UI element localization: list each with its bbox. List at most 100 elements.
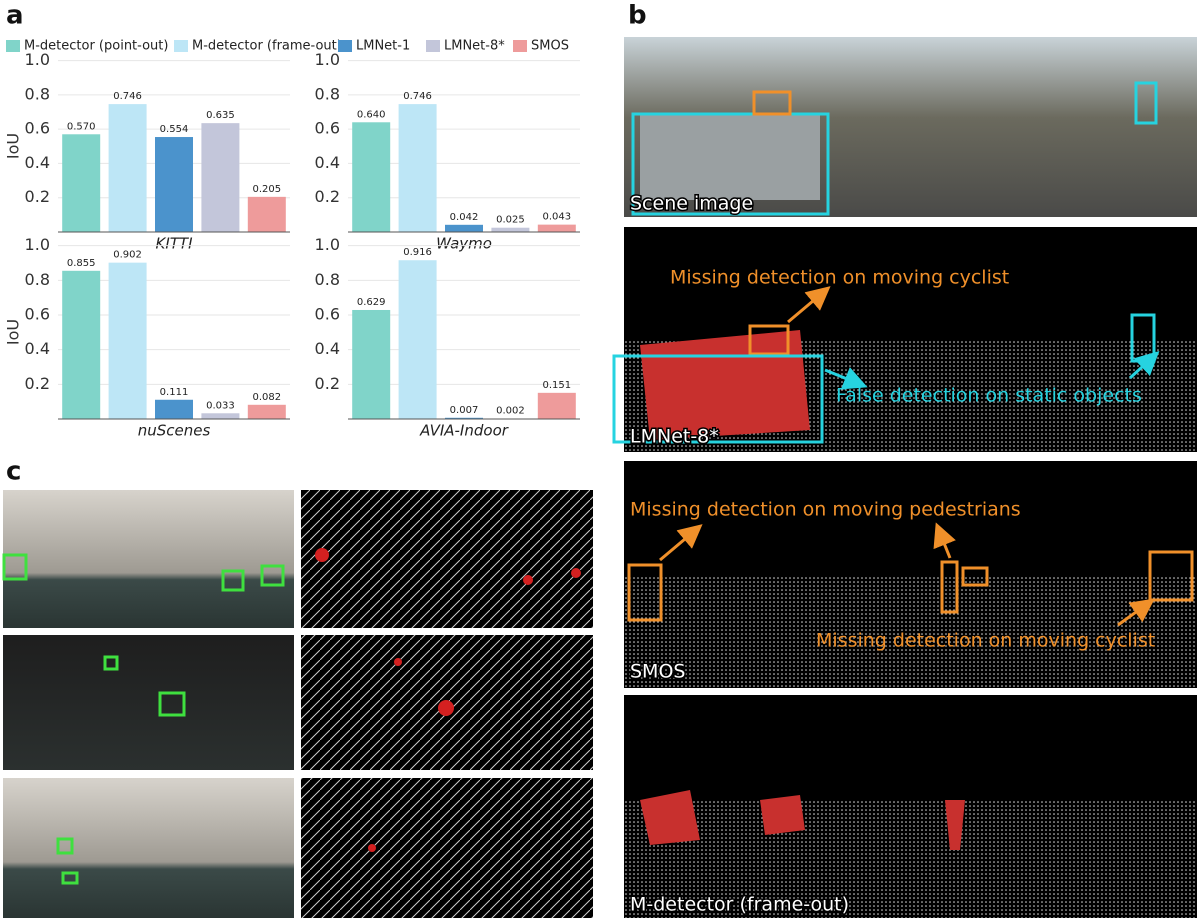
y-axis-label: IoU	[4, 319, 23, 345]
y-tick-label: 1.0	[25, 235, 50, 254]
arrow	[933, 522, 956, 559]
scene-image	[3, 490, 294, 628]
value-label: 0.635	[206, 110, 235, 121]
points-red	[368, 844, 376, 852]
legend-label: LMNet-1	[356, 39, 410, 54]
value-label: 0.916	[403, 247, 432, 258]
box	[612, 354, 824, 444]
bar	[398, 104, 437, 232]
box	[1134, 81, 1158, 125]
points	[624, 575, 1197, 688]
y-tick-label: 0.4	[25, 339, 50, 358]
value-label: 0.855	[67, 258, 96, 269]
y-tick-label: 1.0	[315, 50, 340, 69]
annotation: False detection on static objects	[836, 385, 1142, 407]
points-red	[394, 658, 402, 666]
box	[56, 837, 74, 855]
bar	[445, 224, 483, 232]
panel-label: c	[6, 457, 21, 487]
annotation: Missing detection on moving cyclist	[670, 267, 1009, 289]
box	[221, 569, 245, 592]
box	[2, 553, 28, 581]
value-label: 0.043	[542, 212, 571, 223]
value-label: 0.570	[67, 121, 96, 132]
legend: M-detector (point-out) M-detector (frame-…	[6, 39, 569, 54]
charts: 0.2 0.4 0.6 0.8 1.0 0.570 0.746 0.554 0.635 0.205…	[4, 50, 580, 440]
value-label: 0.002	[496, 406, 525, 417]
points-red	[640, 330, 810, 440]
value-label: 0.902	[113, 250, 142, 261]
value-label: 0.205	[252, 184, 281, 195]
box	[940, 560, 959, 614]
legend-swatch	[513, 40, 527, 52]
y-tick-label: 0.4	[315, 339, 340, 358]
bar	[537, 392, 576, 419]
legend-label: LMNet-8*	[444, 39, 505, 54]
box	[748, 324, 790, 356]
x-axis-label: KITTI	[155, 235, 193, 253]
y-tick-label: 0.8	[315, 270, 340, 289]
value-label: 0.629	[357, 297, 386, 308]
value-label: 0.033	[206, 400, 235, 411]
y-tick-label: 0.4	[315, 153, 340, 172]
value-label: 0.082	[252, 392, 281, 403]
bar	[201, 123, 240, 232]
bar	[155, 137, 193, 232]
value-label: 0.025	[496, 215, 525, 226]
annotation: Missing detection on moving pedestrians	[630, 499, 1021, 521]
legend-swatch	[174, 40, 188, 52]
x-axis-label: Waymo	[436, 235, 492, 253]
y-tick-label: 0.6	[25, 119, 50, 138]
value-label: 0.111	[160, 387, 189, 398]
bar	[62, 134, 101, 232]
y-tick-label: 0.6	[25, 305, 50, 324]
bar	[491, 227, 530, 232]
caption: SMOS	[630, 661, 685, 683]
bar	[445, 417, 483, 419]
legend-label: M-detector (frame-out)	[192, 39, 342, 54]
bar	[537, 224, 576, 232]
bar	[352, 309, 391, 419]
value-label: 0.746	[113, 91, 142, 102]
arrow	[1128, 350, 1160, 380]
bar	[62, 270, 101, 419]
box	[752, 90, 792, 116]
value-label: 0.007	[450, 405, 479, 416]
bar	[201, 413, 240, 419]
box	[158, 691, 186, 717]
caption: LMNet-8*	[630, 426, 719, 448]
panel-label: a	[6, 1, 24, 31]
legend-label: M-detector (point-out)	[24, 39, 168, 54]
value-label: 0.554	[160, 124, 189, 135]
arrow	[787, 286, 831, 324]
x-axis-label: AVIA-Indoor	[419, 422, 509, 440]
box	[1148, 550, 1194, 602]
bar	[108, 262, 147, 419]
arrow	[659, 524, 703, 562]
box	[627, 563, 663, 622]
box	[631, 112, 830, 216]
value-label: 0.042	[450, 212, 479, 223]
panel-c	[2, 490, 593, 918]
box	[961, 566, 989, 587]
arrow	[1117, 598, 1155, 627]
arrow	[824, 367, 868, 390]
y-tick-label: 1.0	[315, 235, 340, 254]
caption: Scene image	[630, 193, 753, 215]
bar	[398, 260, 437, 419]
panel-label: b	[628, 1, 647, 31]
points-red	[315, 548, 329, 562]
lidar-image	[301, 778, 593, 918]
y-tick-label: 0.4	[25, 153, 50, 172]
y-tick-label: 0.8	[315, 84, 340, 103]
y-tick-label: 0.8	[25, 270, 50, 289]
box	[103, 655, 119, 671]
bar	[352, 122, 391, 232]
bar	[247, 404, 286, 419]
y-tick-label: 0.2	[315, 187, 340, 206]
y-tick-label: 0.6	[315, 305, 340, 324]
x-axis-label: nuScenes	[138, 422, 211, 440]
value-label: 0.151	[542, 380, 571, 391]
value-label: 0.640	[357, 109, 386, 120]
